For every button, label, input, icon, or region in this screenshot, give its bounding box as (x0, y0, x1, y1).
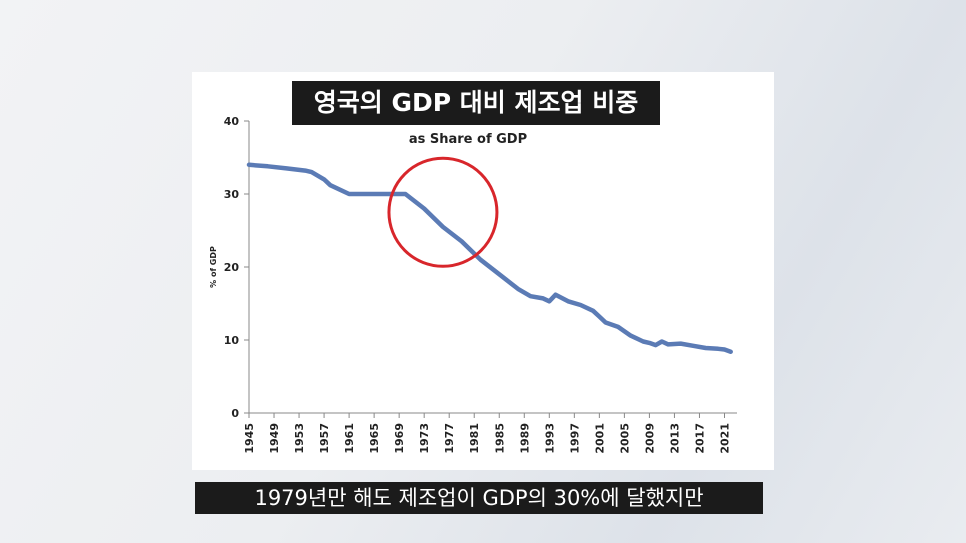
y-tick-label: 10 (224, 334, 240, 347)
x-tick-label: 1949 (268, 423, 281, 454)
series-line (246, 162, 733, 354)
x-tick-label: 1953 (293, 423, 306, 454)
x-tick-label: 1981 (468, 423, 481, 454)
x-tick-label: 1973 (418, 423, 431, 454)
x-tick-label: 1977 (443, 423, 456, 454)
x-tick-label: 1969 (393, 423, 406, 454)
video-subtitle-caption: 1979년만 해도 제조업이 GDP의 30%에 달했지만 (195, 482, 763, 514)
x-tick-label: 2013 (668, 423, 681, 454)
chart-title: as Share of GDP (409, 132, 527, 147)
annotation-group (387, 156, 499, 268)
video-title-caption: 영국의 GDP 대비 제조업 비중 (292, 81, 660, 125)
x-tick-label: 2009 (643, 423, 656, 454)
y-axis-title: % of GDP (209, 246, 218, 288)
y-tick-label: 40 (224, 115, 240, 128)
x-tick-label: 1945 (243, 423, 256, 454)
y-tick-labels: 0 10 20 30 40 (224, 115, 249, 420)
x-tick-label: 2017 (693, 423, 706, 454)
chart-panel (192, 72, 774, 470)
y-tick-label: 30 (224, 188, 240, 201)
x-tick-label: 1961 (343, 423, 356, 454)
y-tick-label: 20 (224, 261, 240, 274)
x-tick-labels: 1945 1949 1953 1957 1961 1965 1969 1973 1977 1981… (243, 413, 731, 454)
series-group (246, 162, 733, 354)
x-tick-label: 2021 (718, 423, 731, 454)
x-tick-label: 1957 (318, 423, 331, 454)
y-tick-label: 0 (231, 407, 239, 420)
x-tick-label: 1989 (518, 423, 531, 454)
x-tick-label: 1965 (368, 423, 381, 454)
x-tick-label: 1985 (493, 423, 506, 454)
highlight-circle (387, 156, 499, 268)
x-tick-label: 1997 (568, 423, 581, 454)
x-tick-label: 2001 (593, 423, 606, 454)
x-tick-label: 1993 (543, 423, 556, 454)
x-tick-label: 2005 (618, 423, 631, 454)
